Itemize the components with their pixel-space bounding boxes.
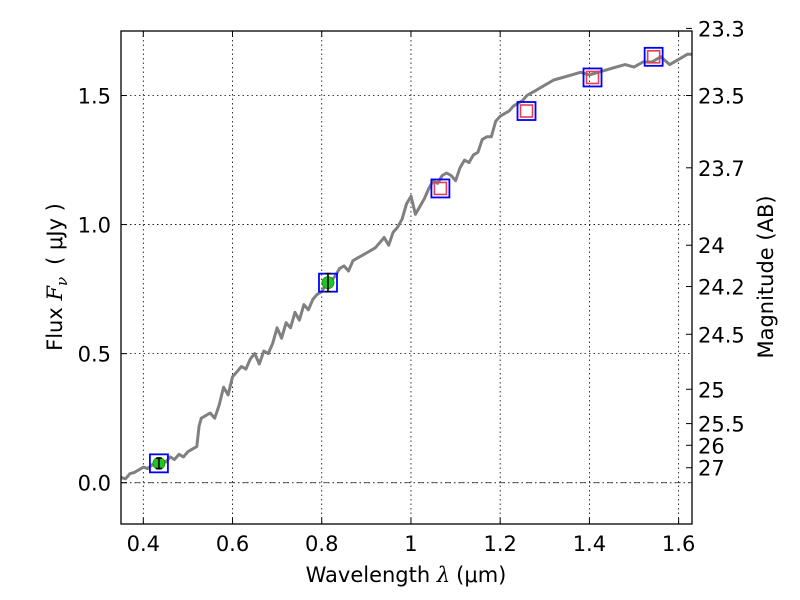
x-axis-label-symbol: λ xyxy=(436,563,450,587)
red-square-marker-2 xyxy=(585,70,600,85)
magnitude-tick-label-7: 25.5 xyxy=(698,413,745,437)
red-square-marker-0 xyxy=(433,181,448,196)
plot-frame xyxy=(120,30,693,525)
magnitude-tick-label-0: 23.3 xyxy=(698,17,745,41)
red-square-marker-1 xyxy=(519,104,534,118)
x-tick-label-3: 1 xyxy=(404,532,417,556)
x-tick-label-0: 0.4 xyxy=(127,532,160,556)
blue-square-marker-2 xyxy=(430,178,451,199)
y-axis-label-subscript: ν xyxy=(53,277,71,286)
y-axis-label-unit: ( μJy ) xyxy=(43,203,67,265)
magnitude-tick-label-2: 23.7 xyxy=(698,157,745,181)
blue-square-marker-0 xyxy=(149,453,169,474)
red-square-marker-3 xyxy=(646,50,661,64)
magnitude-tick-label-6: 25 xyxy=(698,378,725,402)
magnitude-axis-label: Magnitude (AB) xyxy=(754,195,778,358)
y-axis-label-prefix: Flux xyxy=(43,301,67,351)
x-tick-label-1: 0.6 xyxy=(216,532,249,556)
spectrum-line xyxy=(120,52,692,481)
y-axis-ticks: 0.0 0.5 1.0 1.5 xyxy=(78,85,127,496)
y-tick-label-2: 1.0 xyxy=(78,214,111,238)
y-tick-label-3: 1.5 xyxy=(78,85,111,109)
magnitude-tick-label-1: 23.5 xyxy=(698,85,745,109)
x-axis-label-prefix: Wavelength xyxy=(306,563,437,587)
x-axis-ticks: 0.4 0.6 0.8 1 1.2 1.4 1.6 xyxy=(127,31,695,556)
x-tick-label-5: 1.4 xyxy=(573,532,606,556)
plot-area xyxy=(120,46,692,481)
magnitude-tick-label-5: 24.5 xyxy=(698,323,745,347)
x-tick-label-4: 1.2 xyxy=(483,532,516,556)
magnitude-tick-label-9: 27 xyxy=(698,457,725,481)
blue-square-marker-3 xyxy=(516,101,537,121)
x-tick-label-2: 0.8 xyxy=(305,532,338,556)
y-axis-label-symbol: F xyxy=(43,285,67,302)
x-axis-label: Wavelength λ (μm) xyxy=(306,563,507,587)
grid xyxy=(121,31,692,524)
y-tick-label-0: 0.0 xyxy=(78,472,111,496)
magnitude-tick-label-8: 26 xyxy=(698,434,725,458)
blue-square-marker-4 xyxy=(582,67,603,88)
markers xyxy=(149,46,664,474)
blue-square-marker-5 xyxy=(643,46,664,67)
y-axis-label: Flux Fν ( μJy ) xyxy=(43,203,71,351)
x-tick-label-6: 1.6 xyxy=(662,532,695,556)
y-tick-label-1: 0.5 xyxy=(78,343,111,367)
x-axis-label-unit: (μm) xyxy=(456,563,506,587)
magnitude-tick-label-3: 24 xyxy=(698,234,725,258)
magnitude-tick-label-4: 24.2 xyxy=(698,276,745,300)
